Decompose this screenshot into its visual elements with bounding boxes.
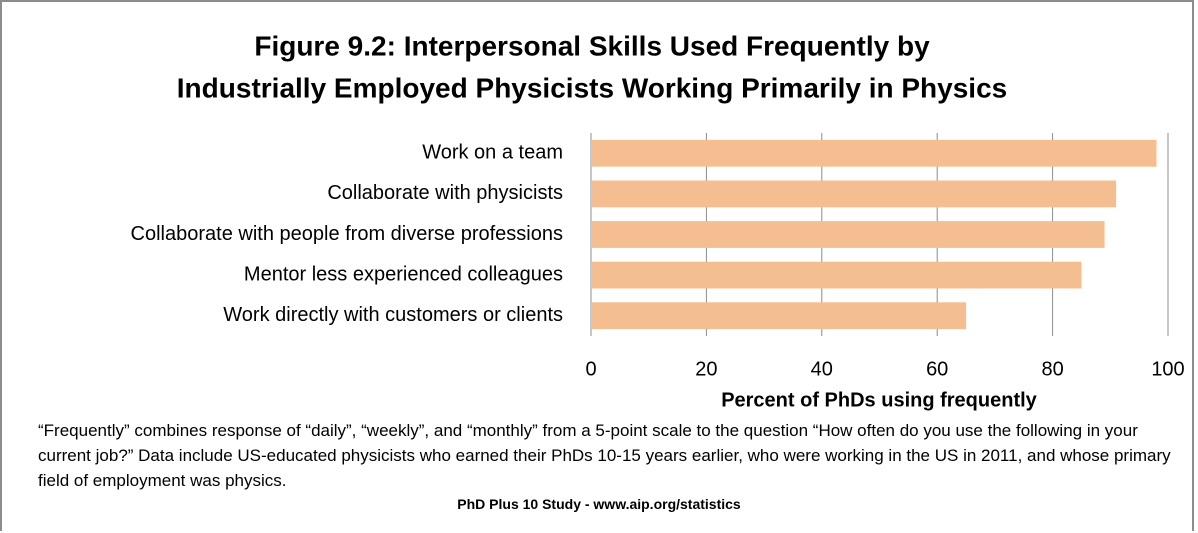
bar — [591, 139, 1157, 167]
bar — [591, 302, 967, 330]
x-tick-label: 100 — [1151, 358, 1184, 380]
bar — [591, 261, 1082, 289]
y-tick-label: Work directly with customers or clients — [223, 304, 563, 326]
x-tick-label: 60 — [926, 358, 948, 380]
bar — [591, 221, 1105, 248]
x-tick-label: 40 — [811, 358, 833, 380]
y-tick-label: Work on a team — [422, 142, 563, 164]
bar — [591, 180, 1117, 208]
x-tick-label: 20 — [695, 358, 717, 380]
chart-title: Figure 9.2: Interpersonal Skills Used Fr… — [254, 30, 930, 61]
source: PhD Plus 10 Study - www.aip.org/statisti… — [457, 496, 741, 512]
x-axis-label: Percent of PhDs using frequently — [721, 389, 1037, 411]
x-tick-label: 0 — [585, 358, 596, 380]
x-tick-label: 80 — [1041, 358, 1063, 380]
y-tick-label: Collaborate with physicists — [327, 182, 563, 204]
y-tick-label: Mentor less experienced colleagues — [244, 263, 563, 285]
footnote: “Frequently” combines response of “daily… — [38, 421, 1171, 490]
y-tick-label: Collaborate with people from diverse pro… — [131, 223, 563, 245]
chart-title: Industrially Employed Physicists Working… — [177, 72, 1007, 103]
